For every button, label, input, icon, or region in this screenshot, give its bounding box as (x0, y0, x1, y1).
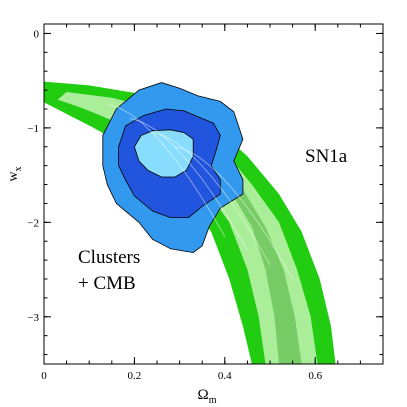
contour-arc-2 (152, 132, 271, 265)
contour-regions (44, 81, 336, 364)
clusters-cmb-core (133, 129, 194, 178)
annotation-sn1a: SN1a (305, 146, 348, 167)
contour-arc-0 (107, 103, 226, 237)
annotation-cmb: + CMB (78, 273, 136, 294)
y-tick-label: −3 (27, 312, 39, 324)
y-tick-label: 0 (34, 28, 40, 40)
plot-frame (43, 23, 384, 365)
y-axis-title: wx (6, 166, 24, 181)
x-axis-title: Ωm (198, 387, 217, 406)
contour-arc-1 (129, 118, 248, 251)
x-tick-label: 0.2 (128, 370, 142, 382)
x-tick-label: 0.6 (308, 370, 322, 382)
contour-arc-3 (174, 146, 293, 280)
axis-ticks: 0 0.2 0.4 0.6 0 −1 −2 −3 (27, 24, 384, 382)
annotation-clusters: Clusters (78, 247, 140, 268)
y-tick-label: −1 (27, 123, 39, 135)
y-tick-label: −2 (27, 217, 39, 229)
x-tick-label: 0.4 (218, 370, 232, 382)
x-tick-label: 0 (41, 370, 47, 382)
